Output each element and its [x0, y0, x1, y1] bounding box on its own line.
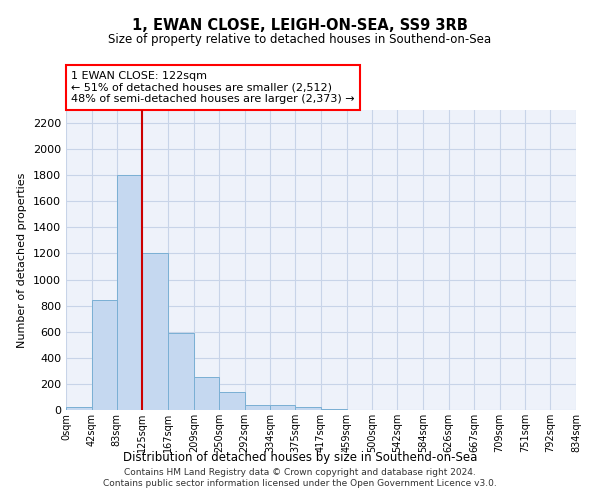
- Bar: [321, 408, 347, 410]
- Bar: [66, 406, 92, 410]
- Bar: [117, 175, 142, 410]
- Text: Contains HM Land Registry data © Crown copyright and database right 2024.
Contai: Contains HM Land Registry data © Crown c…: [103, 468, 497, 487]
- Bar: [295, 406, 321, 410]
- Text: Size of property relative to detached houses in Southend-on-Sea: Size of property relative to detached ho…: [109, 32, 491, 46]
- Bar: [92, 300, 117, 410]
- Text: 1, EWAN CLOSE, LEIGH-ON-SEA, SS9 3RB: 1, EWAN CLOSE, LEIGH-ON-SEA, SS9 3RB: [132, 18, 468, 32]
- Bar: [142, 254, 168, 410]
- Y-axis label: Number of detached properties: Number of detached properties: [17, 172, 28, 348]
- Bar: [245, 406, 270, 410]
- Bar: [168, 333, 194, 410]
- Text: 1 EWAN CLOSE: 122sqm
← 51% of detached houses are smaller (2,512)
48% of semi-de: 1 EWAN CLOSE: 122sqm ← 51% of detached h…: [71, 71, 355, 104]
- Text: Distribution of detached houses by size in Southend-on-Sea: Distribution of detached houses by size …: [123, 451, 477, 464]
- Bar: [270, 406, 295, 410]
- Bar: [219, 392, 245, 410]
- Bar: [194, 376, 219, 410]
